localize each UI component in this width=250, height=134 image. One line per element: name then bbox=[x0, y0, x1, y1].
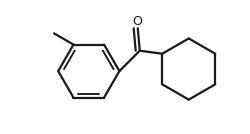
Text: O: O bbox=[132, 15, 142, 28]
